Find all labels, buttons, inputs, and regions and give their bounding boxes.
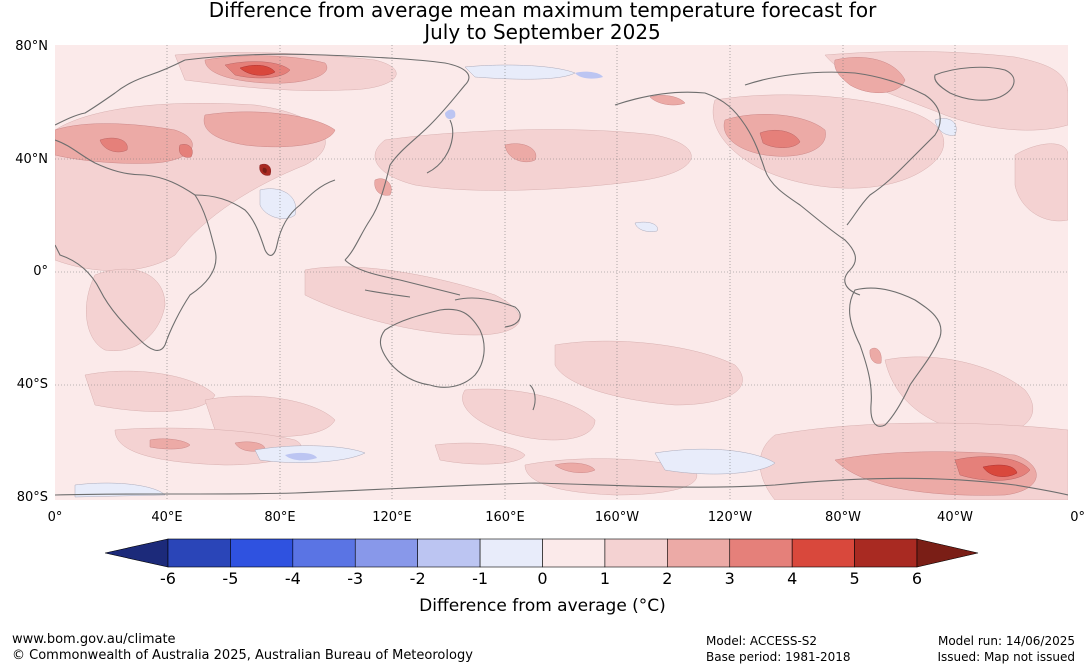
colorbar-tick-label: -2	[409, 569, 426, 588]
colorbar-tick-label: -4	[284, 569, 301, 588]
colorbar-tick-label: -5	[222, 569, 239, 588]
map-title-line2: July to September 2025	[424, 20, 661, 44]
footer-model: Model: ACCESS-S2	[706, 634, 818, 648]
coastlines	[55, 53, 1068, 496]
lat-label-40n: 40°N	[15, 152, 48, 167]
colorbar-segment	[667, 538, 731, 568]
colorbar-segment	[292, 538, 356, 568]
lon-label-120e: 120°E	[372, 510, 412, 525]
colorbar-segment	[417, 538, 481, 568]
colorbar-tick-label: 4	[787, 569, 798, 588]
colorbar-segment	[479, 538, 543, 568]
colorbar-title: Difference from average (°C)	[419, 596, 666, 616]
lon-label-80e: 80°E	[264, 510, 296, 525]
footer-issued: Issued: Map not issued	[937, 650, 1075, 664]
colorbar-segment	[604, 538, 668, 568]
lat-label-80s: 80°S	[16, 490, 48, 505]
colorbar-tick-label: 5	[849, 569, 860, 588]
colorbar-tick-label: -1	[472, 569, 489, 588]
colorbar-tick-label: 2	[662, 569, 673, 588]
colorbar-tick-label: -3	[347, 569, 364, 588]
lat-label-80n: 80°N	[15, 39, 48, 54]
colorbar-extend-low	[105, 538, 169, 568]
lon-label-40e: 40°E	[151, 510, 183, 525]
lon-label-0-right: 0°	[1070, 510, 1085, 525]
colorbar-extend-high	[916, 538, 979, 568]
colorbar-segment	[729, 538, 793, 568]
anomaly-map-svg	[55, 45, 1068, 500]
lat-label-40s: 40°S	[16, 377, 48, 392]
footer-url: www.bom.gov.au/climate	[12, 632, 176, 647]
lon-label-160e: 160°E	[485, 510, 525, 525]
lat-label-equator: 0°	[33, 264, 48, 279]
colorbar-tick-label: -6	[160, 569, 176, 588]
map-title-line1: Difference from average mean maximum tem…	[208, 0, 877, 22]
footer-base-period: Base period: 1981-2018	[706, 650, 851, 664]
colorbar	[105, 538, 979, 568]
lon-label-40w: 40°W	[937, 510, 973, 525]
colorbar-tick-label: 1	[599, 569, 610, 588]
lon-label-0: 0°	[47, 510, 63, 525]
colorbar-segment	[167, 538, 231, 568]
colorbar-segment	[854, 538, 918, 568]
colorbar-tick-label: 3	[724, 569, 735, 588]
lon-label-80w: 80°W	[825, 510, 861, 525]
lon-label-120w: 120°W	[707, 510, 753, 525]
colorbar-tick-label: 6	[911, 569, 923, 588]
forecast-map	[55, 45, 1068, 500]
colorbar-segment	[791, 538, 855, 568]
colorbar-segment	[542, 538, 606, 568]
colorbar-segment	[354, 538, 418, 568]
colorbar-segment	[230, 538, 294, 568]
graticule	[55, 45, 1068, 500]
colorbar-tick-label: 0	[537, 569, 548, 588]
lon-label-160w: 160°W	[594, 510, 640, 525]
footer-copyright: © Commonwealth of Australia 2025, Austra…	[12, 648, 473, 663]
footer-model-run: Model run: 14/06/2025	[937, 634, 1075, 648]
